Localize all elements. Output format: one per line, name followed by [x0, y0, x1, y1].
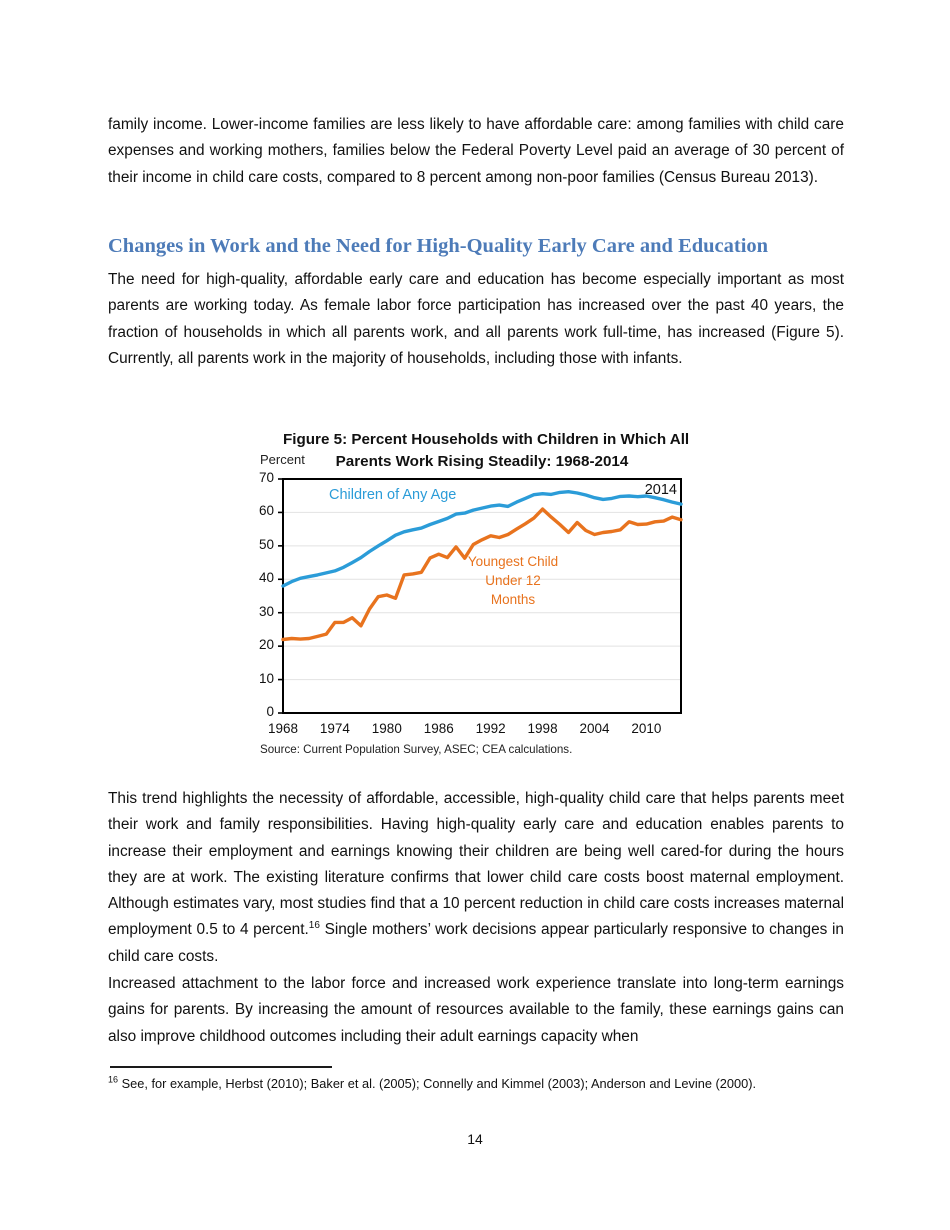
- series-label-youngest-child: Youngest Child Under 12 Months: [433, 552, 593, 609]
- end-year-annotation: 2014: [644, 482, 677, 498]
- y-axis-tick-label: 10: [258, 670, 274, 686]
- y-axis-title: Percent: [260, 452, 305, 467]
- x-axis-tick-label: 2004: [579, 721, 610, 736]
- x-axis-tick-label: 1992: [475, 721, 506, 736]
- y-axis-tick-label: 60: [258, 503, 274, 519]
- y-axis-tick-label: 50: [258, 536, 274, 552]
- paragraph-trend: This trend highlights the necessity of a…: [108, 786, 844, 970]
- series-label-youngest-line3: Months: [490, 592, 536, 607]
- y-axis-tick-label: 30: [258, 603, 274, 619]
- series-label-children-any-age: Children of Any Age: [329, 487, 457, 503]
- y-axis-tick-label: 20: [258, 637, 274, 653]
- x-axis-tick-label: 1998: [527, 721, 558, 736]
- paragraph-trend-text-before: This trend highlights the necessity of a…: [108, 790, 844, 939]
- y-axis-tick-label: 40: [258, 570, 274, 586]
- figure-title-line2: Parents Work Rising Steadily: 1968-2014: [335, 453, 629, 470]
- footnote-divider: [110, 1066, 332, 1069]
- section-heading: Changes in Work and the Need for High-Qu…: [108, 235, 769, 257]
- figure-5-line-chart: [278, 478, 683, 714]
- y-axis-tick-label: 70: [258, 470, 274, 485]
- paragraph-trend-text-after: Single mothers’ work decisions appear pa…: [108, 921, 844, 965]
- page-number: 14: [467, 1131, 483, 1147]
- footnote-reference: 16: [308, 920, 320, 932]
- paragraph-earnings: Increased attachment to the labor force …: [108, 975, 844, 1045]
- paragraph-intro: family income. Lower-income families are…: [108, 116, 844, 186]
- y-axis-tick-label: 0: [266, 704, 274, 719]
- paragraph-need: The need for high-quality, affordable ea…: [108, 271, 844, 367]
- x-axis-tick-label: 1974: [319, 721, 350, 736]
- series-label-youngest-line2: Under 12: [485, 573, 541, 588]
- x-axis-tick-label: 1980: [371, 721, 402, 736]
- footnote-marker: 16: [108, 1074, 119, 1085]
- series-label-youngest-line1: Youngest Child: [467, 554, 559, 569]
- footnote-text: See, for example, Herbst (2010); Baker e…: [118, 1076, 757, 1091]
- chart-source-note: Source: Current Population Survey, ASEC;…: [260, 743, 573, 756]
- figure-title-line1: Figure 5: Percent Households with Childr…: [283, 431, 690, 448]
- x-axis-tick-label: 1986: [423, 721, 454, 736]
- x-axis-tick-label: 1968: [267, 721, 299, 736]
- footnote: 16 See, for example, Herbst (2010); Bake…: [108, 1074, 848, 1091]
- x-axis-tick-label: 2010: [631, 721, 662, 736]
